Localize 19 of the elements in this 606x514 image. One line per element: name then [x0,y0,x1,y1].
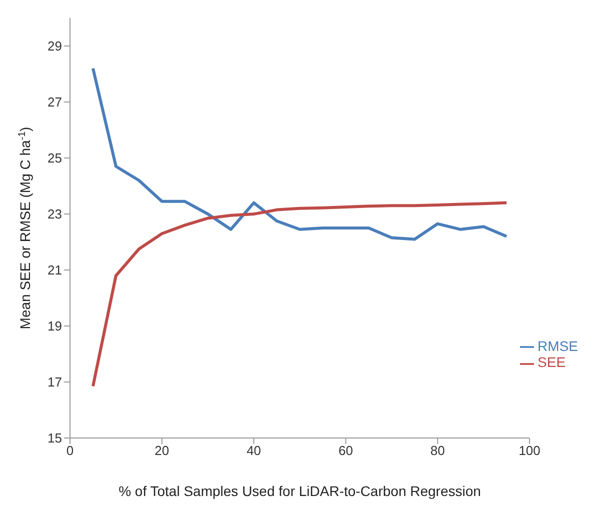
y-tick-label: 25 [48,150,62,166]
y-tick-label: 21 [48,262,62,278]
x-tick-label: 40 [246,443,262,458]
x-tick-label: 100 [518,443,540,458]
y-tick-label: 15 [48,430,62,446]
legend-label: SEE [538,354,566,370]
x-tick-label: 20 [154,443,170,458]
x-tick-label: 80 [430,443,445,458]
y-tick-label: 19 [48,318,62,334]
line-series [91,66,508,241]
y-tick-label: 27 [48,94,62,110]
y-tick-label: 17 [48,374,62,390]
x-tick-label: 60 [338,443,353,458]
y-tick-label: 23 [48,206,62,222]
legend-label: RMSE [538,338,578,354]
x-tick-label: 0 [66,443,74,458]
x-axis-title: % of Total Samples Used for LiDAR-to-Carbon Regression [118,483,481,499]
y-tick-label: 29 [48,38,62,54]
line-series [91,201,508,388]
